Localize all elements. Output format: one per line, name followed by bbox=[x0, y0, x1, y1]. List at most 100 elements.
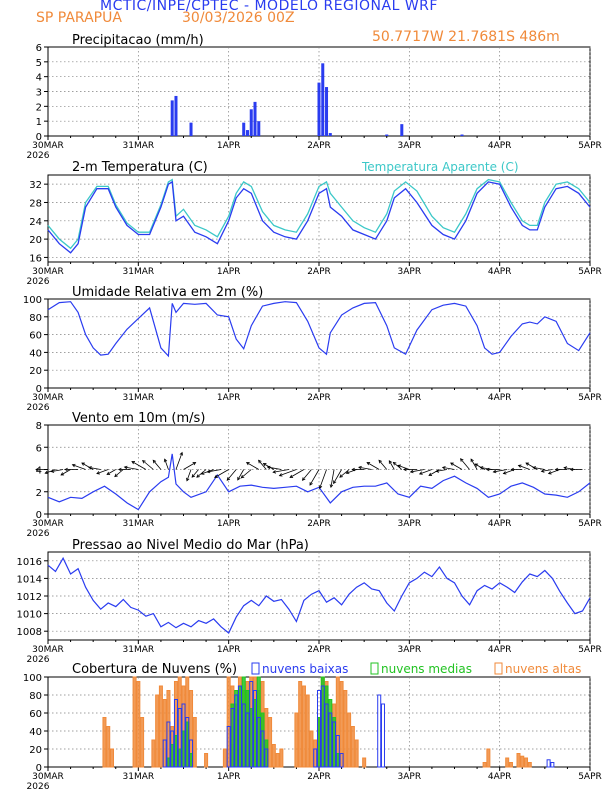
precip-bar bbox=[189, 122, 193, 136]
wind-arrow-head bbox=[403, 467, 407, 472]
wind-arrow-head bbox=[397, 464, 402, 468]
pressure-ytick-label: 1010 bbox=[17, 610, 42, 621]
cloud-bar-nuvens-baixas bbox=[335, 735, 340, 768]
wind-arrow bbox=[183, 462, 196, 470]
temp-xtick-label: 1APR bbox=[217, 267, 241, 277]
pressure-title: Pressao ao Nivel Medio do Mar (hPa) bbox=[72, 538, 309, 553]
cloud-bar-nuvens-altas bbox=[298, 681, 303, 768]
rh-ytick-label: 80 bbox=[29, 313, 42, 324]
wind-arrow-head bbox=[81, 462, 85, 466]
rh-xtick-label: 30MAR bbox=[32, 393, 64, 403]
wind-arrow bbox=[114, 469, 124, 477]
cloud-bar-nuvens-altas bbox=[204, 753, 209, 768]
wind-arrow bbox=[366, 462, 380, 470]
cloud-bar-nuvens-altas bbox=[354, 739, 359, 768]
precip-bar bbox=[321, 63, 325, 136]
wind-arrow bbox=[279, 469, 297, 477]
wind-arrow-head bbox=[532, 466, 536, 470]
clouds-title: Cobertura de Nuvens (%) bbox=[72, 662, 237, 677]
wind-xtick-label: 5APR bbox=[578, 519, 602, 529]
station-name: SP PARAPUA bbox=[36, 10, 122, 26]
wind-arrow-head bbox=[563, 466, 568, 470]
temp-year-label: 2026 bbox=[27, 277, 50, 287]
wind-arrow-head bbox=[366, 462, 371, 466]
wind-arrow bbox=[164, 459, 169, 470]
cloud-bar-nuvens-baixas bbox=[256, 717, 261, 768]
wind-arrow-head bbox=[485, 467, 490, 472]
pressure-line bbox=[47, 556, 591, 634]
wind-arrow bbox=[518, 465, 530, 470]
cloud-bar-nuvens-baixas bbox=[260, 730, 265, 768]
cloud-bar-nuvens-baixas bbox=[316, 690, 322, 768]
wind-ytick-label: 2 bbox=[36, 488, 42, 499]
cloud-bar-nuvens-baixas bbox=[181, 703, 186, 768]
precip-bar bbox=[245, 130, 249, 136]
wind-arrow-head bbox=[510, 467, 515, 472]
wind-arrow-head bbox=[258, 459, 262, 464]
pressure-xtick-label: 5APR bbox=[578, 645, 602, 655]
wind-arrow bbox=[410, 469, 425, 473]
wind-arrow-head bbox=[142, 459, 146, 464]
wind-arrow-head bbox=[266, 465, 271, 470]
cloud-bar-nuvens-altas bbox=[222, 748, 227, 768]
wind-arrow-head bbox=[152, 459, 157, 464]
cloud-bar-nuvens-altas bbox=[155, 694, 160, 768]
wind-arrow-head bbox=[64, 467, 68, 472]
wind-arrow-head bbox=[470, 458, 474, 463]
cloud-bar-nuvens-altas bbox=[271, 744, 276, 768]
wind-arrow-head bbox=[88, 466, 92, 470]
rh-xtick-label: 5APR bbox=[578, 393, 602, 403]
precip-ytick-label: 5 bbox=[36, 58, 42, 69]
cloud-bar-nuvens-altas bbox=[158, 685, 163, 768]
cloud-bar-nuvens-altas bbox=[294, 712, 299, 768]
precip-year-label: 2026 bbox=[27, 151, 50, 161]
wind-arrow bbox=[88, 467, 101, 470]
cloud-bar-nuvens-altas bbox=[106, 726, 111, 768]
precip-xtick-label: 30MAR bbox=[32, 141, 64, 151]
clouds-ytick-label: 40 bbox=[29, 727, 42, 738]
wind-arrow-head bbox=[214, 474, 218, 478]
cloud-bar-nuvens-baixas bbox=[377, 694, 382, 768]
wind-arrow-head bbox=[358, 465, 362, 470]
wind-xtick-label: 3APR bbox=[398, 519, 422, 529]
precip-bar bbox=[325, 87, 329, 136]
pressure-xtick-label: 1APR bbox=[217, 645, 241, 655]
wind-arrow-head bbox=[200, 471, 205, 475]
precip-bar bbox=[249, 109, 253, 136]
precip-bar bbox=[253, 101, 257, 136]
wind-arrow-head bbox=[60, 472, 65, 476]
wind-arrow-head bbox=[309, 482, 313, 486]
precip-bar bbox=[174, 95, 178, 136]
pressure-xtick-label: 2APR bbox=[307, 645, 331, 655]
wind-speed-line bbox=[47, 453, 591, 511]
wind-arrow bbox=[393, 462, 403, 470]
cloud-bar-nuvens-altas bbox=[309, 730, 314, 768]
wind-arrow-head bbox=[540, 469, 545, 473]
precip-title: Precipitacao (mm/h) bbox=[72, 33, 204, 48]
wind-arrow-head bbox=[492, 469, 497, 474]
wind-arrow bbox=[81, 462, 94, 470]
cloud-legend-swatch bbox=[251, 662, 260, 675]
pressure-ytick-label: 1008 bbox=[17, 627, 42, 638]
wind-arrow-head bbox=[289, 474, 294, 478]
wind-arrow bbox=[267, 466, 282, 470]
wind-arrow-head bbox=[50, 469, 55, 473]
cloud-bar-nuvens-baixas bbox=[249, 681, 254, 768]
cloud-bar-nuvens-baixas bbox=[313, 748, 318, 768]
cloud-bar-nuvens-altas bbox=[109, 748, 114, 768]
cloud-bar-nuvens-baixas bbox=[546, 759, 551, 768]
cloud-legend-swatch bbox=[494, 662, 503, 675]
wind-arrow bbox=[450, 462, 463, 470]
wind-arrow bbox=[419, 469, 433, 475]
wind-xtick-label: 4APR bbox=[488, 519, 512, 529]
wind-arrow bbox=[541, 469, 553, 472]
wind-arrow-head bbox=[240, 474, 245, 479]
wind-arrow bbox=[470, 458, 478, 470]
wind-arrow-head bbox=[106, 471, 111, 475]
wind-arrow bbox=[273, 469, 289, 473]
wind-arrow-head bbox=[206, 469, 211, 474]
wind-arrow-head bbox=[245, 462, 250, 466]
precip-xtick-label: 5APR bbox=[578, 141, 602, 151]
wind-arrow bbox=[378, 460, 388, 470]
